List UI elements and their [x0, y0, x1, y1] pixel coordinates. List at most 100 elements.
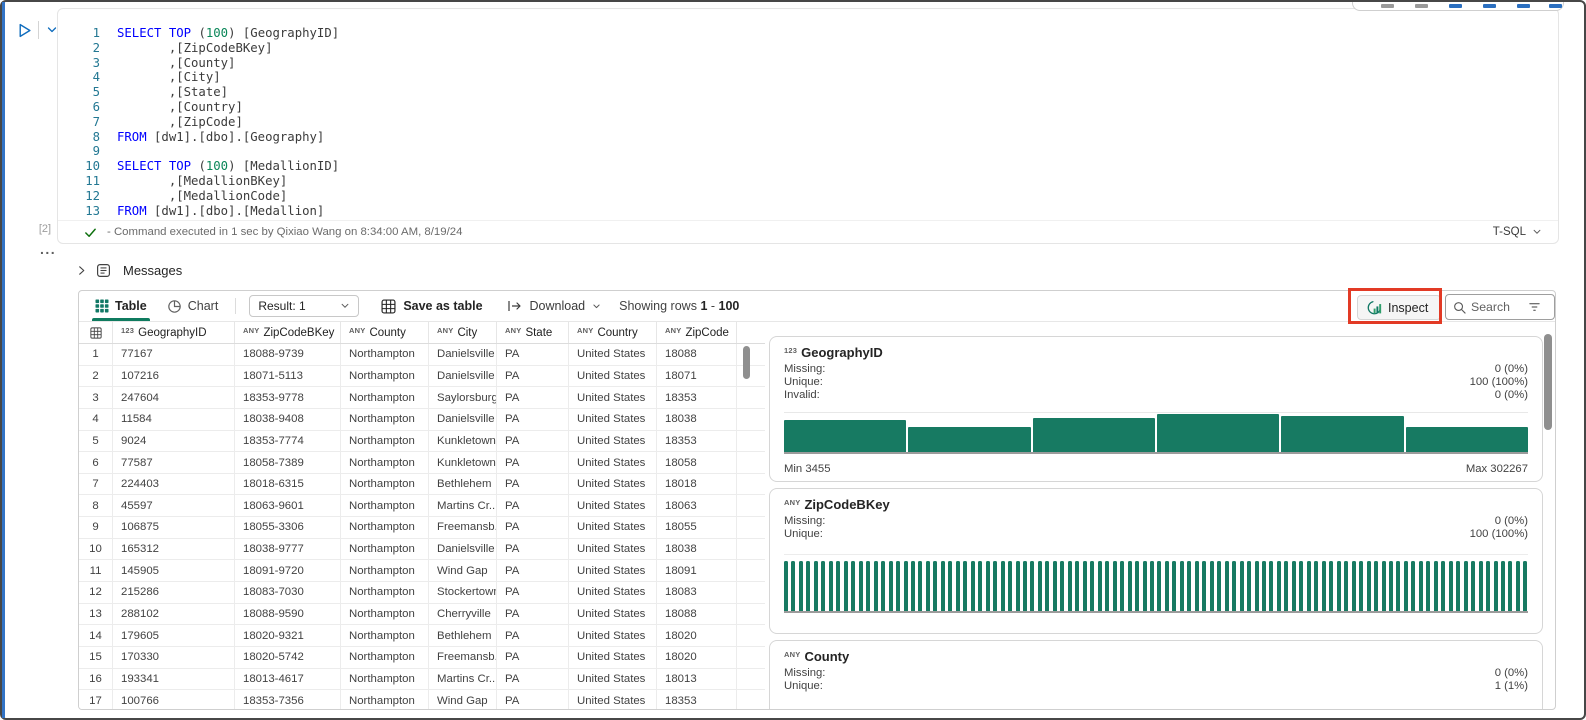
grid-cell[interactable]: PA	[497, 668, 569, 690]
grid-cell[interactable]: Northampton	[341, 517, 429, 538]
grid-cell[interactable]: PA	[497, 538, 569, 560]
grid-cell[interactable]: 107216	[113, 365, 235, 387]
table-row[interactable]: 10 165312 18038-9777 Northampton Danielsvill…	[79, 538, 765, 561]
messages-section-header[interactable]: Messages	[76, 258, 182, 282]
grid-cell[interactable]: Kunkletown	[429, 452, 497, 473]
code-line[interactable]: 1 SELECT TOP (100) [GeographyID]	[62, 26, 1548, 41]
toolbar-icon-fragment[interactable]	[1549, 4, 1562, 8]
grid-cell[interactable]: 18020	[657, 625, 737, 646]
grid-cell[interactable]: 193341	[113, 668, 235, 690]
row-number-cell[interactable]: 6	[79, 452, 113, 473]
filter-icon[interactable]	[1528, 301, 1541, 313]
grid-cell[interactable]: 18058	[657, 452, 737, 473]
grid-cell[interactable]: 9024	[113, 430, 235, 452]
grid-cell[interactable]: United States	[569, 344, 657, 365]
grid-cell[interactable]: 145905	[113, 560, 235, 582]
grid-header-cell-state[interactable]: ANY State	[497, 322, 569, 343]
row-number-cell[interactable]: 17	[79, 690, 113, 709]
grid-cell[interactable]: PA	[497, 690, 569, 709]
row-number-cell[interactable]: 3	[79, 387, 113, 408]
table-row[interactable]: 11 145905 18091-9720 Northampton Wind Gap PA U…	[79, 560, 765, 583]
grid-cell[interactable]: 18353-7356	[235, 690, 341, 709]
table-row[interactable]: 4 11584 18038-9408 Northampton Danielsville P…	[79, 408, 765, 431]
table-row[interactable]: 13 288102 18088-9590 Northampton Cherryville…	[79, 603, 765, 626]
grid-cell[interactable]: 45597	[113, 495, 235, 517]
grid-cell[interactable]: 18071	[657, 365, 737, 387]
grid-cell[interactable]: Northampton	[341, 582, 429, 603]
search-box[interactable]	[1445, 294, 1555, 320]
code-line[interactable]: 10 SELECT TOP (100) [MedallionID]	[62, 159, 1548, 174]
grid-cell[interactable]: 18020-9321	[235, 625, 341, 646]
table-row[interactable]: 16 193341 18013-4617 Northampton Martins Cr.…	[79, 668, 765, 691]
toolbar-icon-fragment[interactable]	[1415, 4, 1428, 8]
grid-cell[interactable]: PA	[497, 344, 569, 365]
editor-floating-toolbar-cutoff[interactable]	[1352, 2, 1564, 11]
grid-cell[interactable]: Northampton	[341, 668, 429, 690]
grid-cell[interactable]: Northampton	[341, 625, 429, 646]
run-query-button[interactable]	[14, 20, 34, 40]
grid-scrollbar[interactable]	[742, 346, 751, 709]
grid-cell[interactable]: United States	[569, 603, 657, 625]
grid-cell[interactable]: 18020	[657, 646, 737, 668]
grid-cell[interactable]: 18353	[657, 387, 737, 408]
inspect-button[interactable]: Inspect	[1357, 295, 1442, 320]
table-row[interactable]: 6 77587 18058-7389 Northampton Kunkletown PA U…	[79, 452, 765, 474]
row-number-cell[interactable]: 1	[79, 344, 113, 365]
inspect-card-county[interactable]: ANY County Missing: 0 (0%) Unique: 1 (1%)	[769, 640, 1543, 709]
grid-cell[interactable]: Northampton	[341, 365, 429, 387]
grid-cell[interactable]: PA	[497, 646, 569, 668]
grid-cell[interactable]: United States	[569, 517, 657, 538]
code-line[interactable]: 8 FROM [dw1].[dbo].[Geography]	[62, 130, 1548, 145]
inspect-scrollbar[interactable]	[1544, 322, 1552, 709]
grid-cell[interactable]: United States	[569, 452, 657, 473]
grid-cell[interactable]: PA	[497, 582, 569, 603]
grid-cell[interactable]: United States	[569, 690, 657, 709]
grid-cell[interactable]: 18013-4617	[235, 668, 341, 690]
grid-cell[interactable]: 18013	[657, 668, 737, 690]
grid-cell[interactable]: United States	[569, 668, 657, 690]
grid-cell[interactable]: 18353	[657, 430, 737, 452]
row-number-cell[interactable]: 9	[79, 517, 113, 538]
grid-cell[interactable]: Northampton	[341, 646, 429, 668]
row-number-cell[interactable]: 10	[79, 538, 113, 560]
row-number-cell[interactable]: 7	[79, 473, 113, 495]
code-line[interactable]: 9	[62, 144, 1548, 159]
toolbar-icon-fragment[interactable]	[1483, 4, 1496, 8]
grid-cell[interactable]: PA	[497, 365, 569, 387]
grid-cell[interactable]: Wind Gap	[429, 690, 497, 709]
grid-cell[interactable]: PA	[497, 495, 569, 517]
grid-cell[interactable]: PA	[497, 430, 569, 452]
grid-cell[interactable]: 18091-9720	[235, 560, 341, 582]
grid-cell[interactable]: United States	[569, 430, 657, 452]
grid-cell[interactable]: 247604	[113, 387, 235, 408]
grid-cell[interactable]: United States	[569, 495, 657, 517]
grid-cell[interactable]: 18020-5742	[235, 646, 341, 668]
grid-cell[interactable]: 18088	[657, 603, 737, 625]
row-number-cell[interactable]: 5	[79, 430, 113, 452]
grid-cell[interactable]: Northampton	[341, 387, 429, 408]
row-number-cell[interactable]: 14	[79, 625, 113, 646]
grid-cell[interactable]: Freemansb...	[429, 646, 497, 668]
code-line[interactable]: 6 ,[Country]	[62, 100, 1548, 115]
grid-cell[interactable]: Danielsville	[429, 408, 497, 430]
grid-cell[interactable]: 18088-9590	[235, 603, 341, 625]
tab-chart[interactable]: Chart	[163, 291, 223, 321]
grid-cell[interactable]: 18038-9777	[235, 538, 341, 560]
grid-cell[interactable]: Wind Gap	[429, 560, 497, 582]
grid-cell[interactable]: 77167	[113, 344, 235, 365]
grid-cell[interactable]: 288102	[113, 603, 235, 625]
table-row[interactable]: 1517033018020-5742NorthamptonFreemansb..…	[79, 646, 765, 669]
grid-cell[interactable]: Northampton	[341, 690, 429, 709]
grid-cell[interactable]: 18055-3306	[235, 517, 341, 538]
grid-cell[interactable]: 18088	[657, 344, 737, 365]
grid-header-cell-zipcode[interactable]: ANY ZipCode	[657, 322, 737, 343]
grid-cell[interactable]: 18063	[657, 495, 737, 517]
grid-cell[interactable]: Danielsville	[429, 344, 497, 365]
grid-cell[interactable]: Danielsville	[429, 538, 497, 560]
grid-cell[interactable]: Stockertown	[429, 582, 497, 603]
grid-header-cell-city[interactable]: ANY City	[429, 322, 497, 343]
grid-cell[interactable]: Martins Cr...	[429, 495, 497, 517]
grid-cell[interactable]: 215286	[113, 582, 235, 603]
row-number-cell[interactable]: 2	[79, 365, 113, 387]
grid-cell[interactable]: PA	[497, 560, 569, 582]
